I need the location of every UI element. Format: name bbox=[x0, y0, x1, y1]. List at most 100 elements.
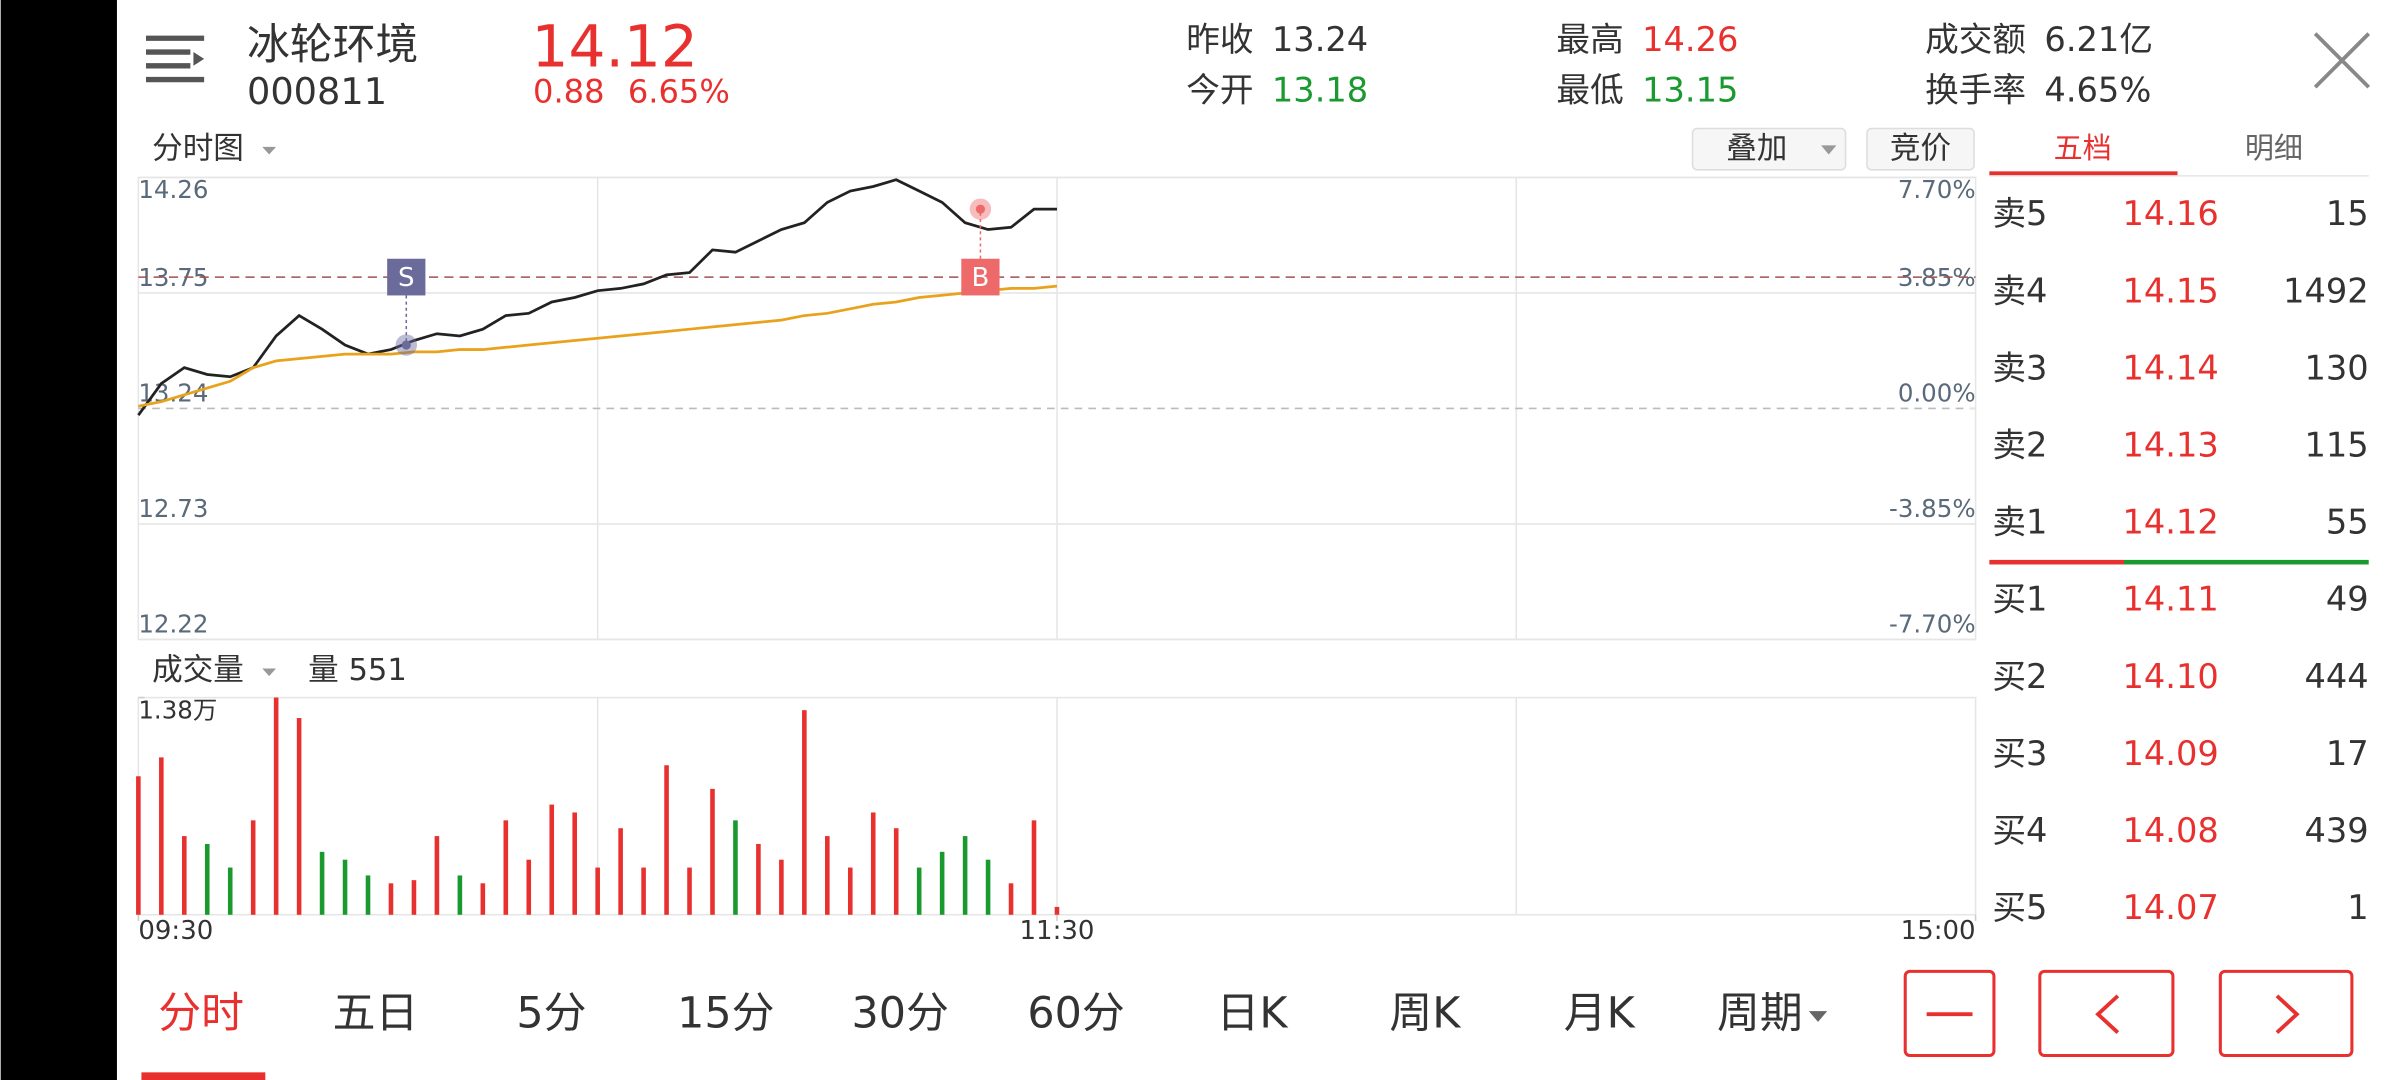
order-price: 14.16 bbox=[2122, 194, 2218, 233]
stat-label: 最高 bbox=[1556, 20, 1623, 59]
x-tick-label: 09:30 bbox=[138, 916, 213, 946]
period-tab[interactable]: 15分 bbox=[677, 988, 774, 1038]
prev-button[interactable] bbox=[2038, 969, 2175, 1058]
left-bezel bbox=[0, 0, 117, 1080]
zoom-out-button[interactable] bbox=[1903, 969, 1996, 1058]
stat-label: 今开 bbox=[1186, 70, 1253, 109]
volume-bar bbox=[273, 697, 279, 915]
order-price: 14.10 bbox=[2122, 657, 2218, 696]
close-button[interactable] bbox=[2313, 32, 2371, 89]
order-volume: 130 bbox=[2305, 348, 2369, 387]
y2-tick-label: 0.00% bbox=[1898, 379, 1976, 408]
volume-bar bbox=[618, 828, 623, 915]
period-tab[interactable]: 30分 bbox=[852, 988, 949, 1038]
volume-bar bbox=[572, 812, 577, 915]
marker-label: S bbox=[398, 263, 415, 293]
stat-label: 昨收 bbox=[1186, 20, 1253, 59]
volume-bar bbox=[250, 820, 256, 915]
order-label: 卖2 bbox=[1992, 425, 2047, 464]
order-label: 买4 bbox=[1992, 811, 2047, 850]
average-line bbox=[138, 284, 1058, 408]
stat-label: 换手率 bbox=[1925, 70, 2026, 109]
menu-button[interactable] bbox=[146, 35, 205, 83]
order-volume: 15 bbox=[2326, 194, 2369, 233]
chart-menu[interactable]: 分时图 bbox=[152, 131, 244, 166]
period-tab[interactable]: 周K bbox=[1389, 988, 1461, 1038]
order-tab[interactable]: 明细 bbox=[2245, 131, 2303, 165]
stat-label: 成交额 bbox=[1925, 20, 2026, 59]
volume-bar bbox=[916, 867, 922, 915]
x-tick-label: 15:00 bbox=[1901, 916, 1976, 946]
volume-bar bbox=[779, 859, 784, 915]
marker-box bbox=[387, 258, 426, 296]
order-label: 卖5 bbox=[1992, 194, 2047, 233]
y2-tick-label: 7.70% bbox=[1898, 175, 1976, 204]
volume-bar bbox=[595, 867, 600, 915]
period-underline bbox=[141, 1072, 266, 1080]
order-volume: 439 bbox=[2305, 811, 2369, 850]
stat-value: 4.65% bbox=[2044, 70, 2151, 109]
period-tab[interactable]: 日K bbox=[1217, 988, 1289, 1038]
overlay-button[interactable] bbox=[1691, 127, 1847, 171]
order-label: 卖4 bbox=[1992, 271, 2047, 310]
order-price: 14.14 bbox=[2122, 348, 2218, 387]
period-tab[interactable]: 月K bbox=[1564, 988, 1636, 1038]
volume-bar bbox=[136, 776, 141, 915]
order-tab-active[interactable]: 五档 bbox=[2054, 131, 2112, 165]
volume-bar bbox=[411, 880, 417, 915]
period-tab[interactable]: 五日 bbox=[333, 988, 419, 1038]
tab-underline bbox=[1989, 171, 2178, 176]
price-change-pct: 6.65% bbox=[628, 72, 730, 110]
order-label: 买1 bbox=[1992, 580, 2047, 619]
dropdown-arrow bbox=[262, 146, 277, 155]
volume-bar bbox=[365, 875, 371, 915]
volume-bar bbox=[870, 812, 876, 915]
order-label: 买3 bbox=[1992, 734, 2047, 773]
marker-box bbox=[961, 258, 1000, 296]
volume-bar bbox=[756, 843, 761, 915]
order-price: 14.13 bbox=[2122, 425, 2218, 464]
period-tab[interactable]: 分时 bbox=[158, 988, 244, 1038]
stat-value: 13.15 bbox=[1642, 70, 1738, 109]
order-price: 14.07 bbox=[2122, 888, 2218, 927]
volume-label[interactable]: 成交量 bbox=[152, 653, 244, 688]
volume-bar bbox=[480, 883, 486, 915]
volume-bar bbox=[434, 836, 440, 915]
dropdown-arrow bbox=[1808, 1011, 1828, 1022]
buy-ratio-bar bbox=[2123, 559, 2369, 565]
y2-tick-label: -7.70% bbox=[1889, 610, 1976, 639]
next-button[interactable] bbox=[2218, 969, 2354, 1058]
order-volume: 444 bbox=[2305, 657, 2369, 696]
auction-button[interactable] bbox=[1866, 127, 1975, 171]
y-tick-label: 14.26 bbox=[138, 175, 208, 204]
volume-bar bbox=[1031, 820, 1037, 915]
order-volume: 1492 bbox=[2283, 271, 2369, 310]
order-volume: 17 bbox=[2326, 734, 2369, 773]
last-price: 14.12 bbox=[532, 13, 698, 81]
stock-name: 冰轮环境 bbox=[247, 20, 418, 70]
stat-label: 最低 bbox=[1556, 70, 1623, 109]
order-volume: 49 bbox=[2326, 580, 2369, 619]
period-tab[interactable]: 周期 bbox=[1717, 988, 1803, 1038]
volume-bar bbox=[893, 828, 899, 915]
volume-bar bbox=[962, 836, 968, 915]
stat-value: 13.24 bbox=[1272, 20, 1368, 59]
volume-bar bbox=[1054, 906, 1060, 915]
stat-value: 6.21亿 bbox=[2044, 20, 2153, 59]
volume-bar bbox=[159, 757, 164, 915]
volume-bar bbox=[342, 859, 348, 915]
stat-value: 14.26 bbox=[1642, 20, 1738, 59]
volume-bar bbox=[526, 859, 532, 915]
period-tab[interactable]: 5分 bbox=[516, 988, 586, 1038]
auction-button-label: 竞价 bbox=[1890, 131, 1951, 166]
stat-value: 13.18 bbox=[1272, 70, 1368, 109]
stock-code: 000811 bbox=[247, 70, 387, 113]
volume-tick-label: 1.38万 bbox=[138, 695, 217, 724]
period-tab[interactable]: 60分 bbox=[1027, 988, 1124, 1038]
order-price: 14.15 bbox=[2122, 271, 2218, 310]
price-line bbox=[137, 178, 1057, 417]
volume-bar bbox=[733, 820, 738, 915]
sell-ratio-bar bbox=[1989, 559, 2124, 565]
